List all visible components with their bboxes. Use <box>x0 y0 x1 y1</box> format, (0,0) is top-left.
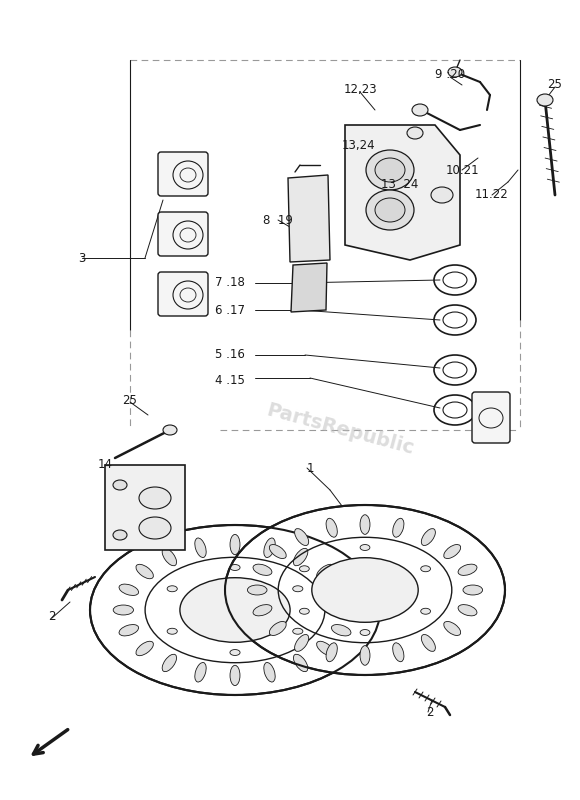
Polygon shape <box>105 465 185 550</box>
Ellipse shape <box>139 487 171 509</box>
FancyBboxPatch shape <box>158 152 208 196</box>
Ellipse shape <box>444 545 461 558</box>
Text: 6 .17: 6 .17 <box>215 303 245 317</box>
Ellipse shape <box>393 643 404 662</box>
Ellipse shape <box>448 67 462 77</box>
Ellipse shape <box>139 517 171 539</box>
Ellipse shape <box>299 608 309 614</box>
Ellipse shape <box>253 564 272 575</box>
FancyBboxPatch shape <box>158 272 208 316</box>
Ellipse shape <box>331 584 351 595</box>
Ellipse shape <box>444 622 461 635</box>
Ellipse shape <box>167 628 177 634</box>
Ellipse shape <box>264 662 275 682</box>
Ellipse shape <box>163 425 177 435</box>
Text: 25: 25 <box>548 78 563 91</box>
Ellipse shape <box>375 158 405 182</box>
Ellipse shape <box>336 605 357 615</box>
Ellipse shape <box>463 585 483 595</box>
Text: 14: 14 <box>97 458 113 471</box>
Ellipse shape <box>195 662 206 682</box>
Text: 10.21: 10.21 <box>445 163 479 177</box>
Ellipse shape <box>113 480 127 490</box>
Ellipse shape <box>360 514 370 534</box>
Ellipse shape <box>431 187 453 203</box>
Text: 13 .24: 13 .24 <box>381 178 419 191</box>
Text: 7 .18: 7 .18 <box>215 275 245 289</box>
Ellipse shape <box>293 654 308 672</box>
Ellipse shape <box>317 564 334 578</box>
Polygon shape <box>288 175 330 262</box>
Ellipse shape <box>420 566 430 572</box>
Text: 13,24: 13,24 <box>341 138 375 151</box>
Ellipse shape <box>293 628 303 634</box>
Polygon shape <box>345 125 460 260</box>
Ellipse shape <box>360 646 370 666</box>
Ellipse shape <box>113 605 133 615</box>
Ellipse shape <box>162 654 176 672</box>
FancyBboxPatch shape <box>158 212 208 256</box>
Ellipse shape <box>458 605 477 616</box>
Ellipse shape <box>253 605 272 616</box>
Ellipse shape <box>293 586 303 592</box>
Ellipse shape <box>119 625 139 636</box>
Ellipse shape <box>295 529 309 546</box>
Ellipse shape <box>230 650 240 655</box>
Ellipse shape <box>230 534 240 554</box>
Ellipse shape <box>317 642 334 656</box>
Text: 2: 2 <box>426 706 434 718</box>
Ellipse shape <box>326 643 338 662</box>
Ellipse shape <box>195 538 206 558</box>
Ellipse shape <box>269 545 287 558</box>
Text: 12,23: 12,23 <box>343 83 377 97</box>
Ellipse shape <box>326 518 338 537</box>
Text: 5 .16: 5 .16 <box>215 349 245 362</box>
Ellipse shape <box>312 558 418 622</box>
Ellipse shape <box>269 622 287 635</box>
Ellipse shape <box>299 566 309 572</box>
Text: 9 :20: 9 :20 <box>435 69 465 82</box>
Text: 1: 1 <box>306 462 314 474</box>
Ellipse shape <box>393 518 404 537</box>
Ellipse shape <box>136 564 153 578</box>
Ellipse shape <box>230 565 240 570</box>
Text: PartsRepublic: PartsRepublic <box>264 401 416 459</box>
Ellipse shape <box>230 666 240 686</box>
Ellipse shape <box>293 548 308 566</box>
Ellipse shape <box>162 548 176 566</box>
Ellipse shape <box>90 525 380 695</box>
Ellipse shape <box>264 538 275 558</box>
FancyBboxPatch shape <box>472 392 510 443</box>
Ellipse shape <box>412 104 428 116</box>
Ellipse shape <box>225 505 505 675</box>
Ellipse shape <box>113 530 127 540</box>
Text: 3: 3 <box>78 251 86 265</box>
Ellipse shape <box>375 198 405 222</box>
Ellipse shape <box>360 545 370 550</box>
Ellipse shape <box>421 529 436 546</box>
Ellipse shape <box>366 190 414 230</box>
Ellipse shape <box>331 625 351 636</box>
Text: 8  19: 8 19 <box>263 214 293 226</box>
Ellipse shape <box>136 642 153 656</box>
Text: 2: 2 <box>48 610 56 622</box>
Ellipse shape <box>407 127 423 139</box>
Polygon shape <box>291 263 327 312</box>
Ellipse shape <box>421 634 436 651</box>
Ellipse shape <box>295 634 309 651</box>
Text: 11.22: 11.22 <box>475 189 509 202</box>
Ellipse shape <box>248 585 267 595</box>
Ellipse shape <box>366 150 414 190</box>
Ellipse shape <box>420 608 430 614</box>
Ellipse shape <box>537 94 553 106</box>
Ellipse shape <box>167 586 177 592</box>
Text: 4 .15: 4 .15 <box>215 374 245 386</box>
Ellipse shape <box>119 584 139 595</box>
Text: 25: 25 <box>122 394 137 406</box>
Ellipse shape <box>180 578 290 642</box>
Ellipse shape <box>360 630 370 635</box>
Ellipse shape <box>458 564 477 575</box>
